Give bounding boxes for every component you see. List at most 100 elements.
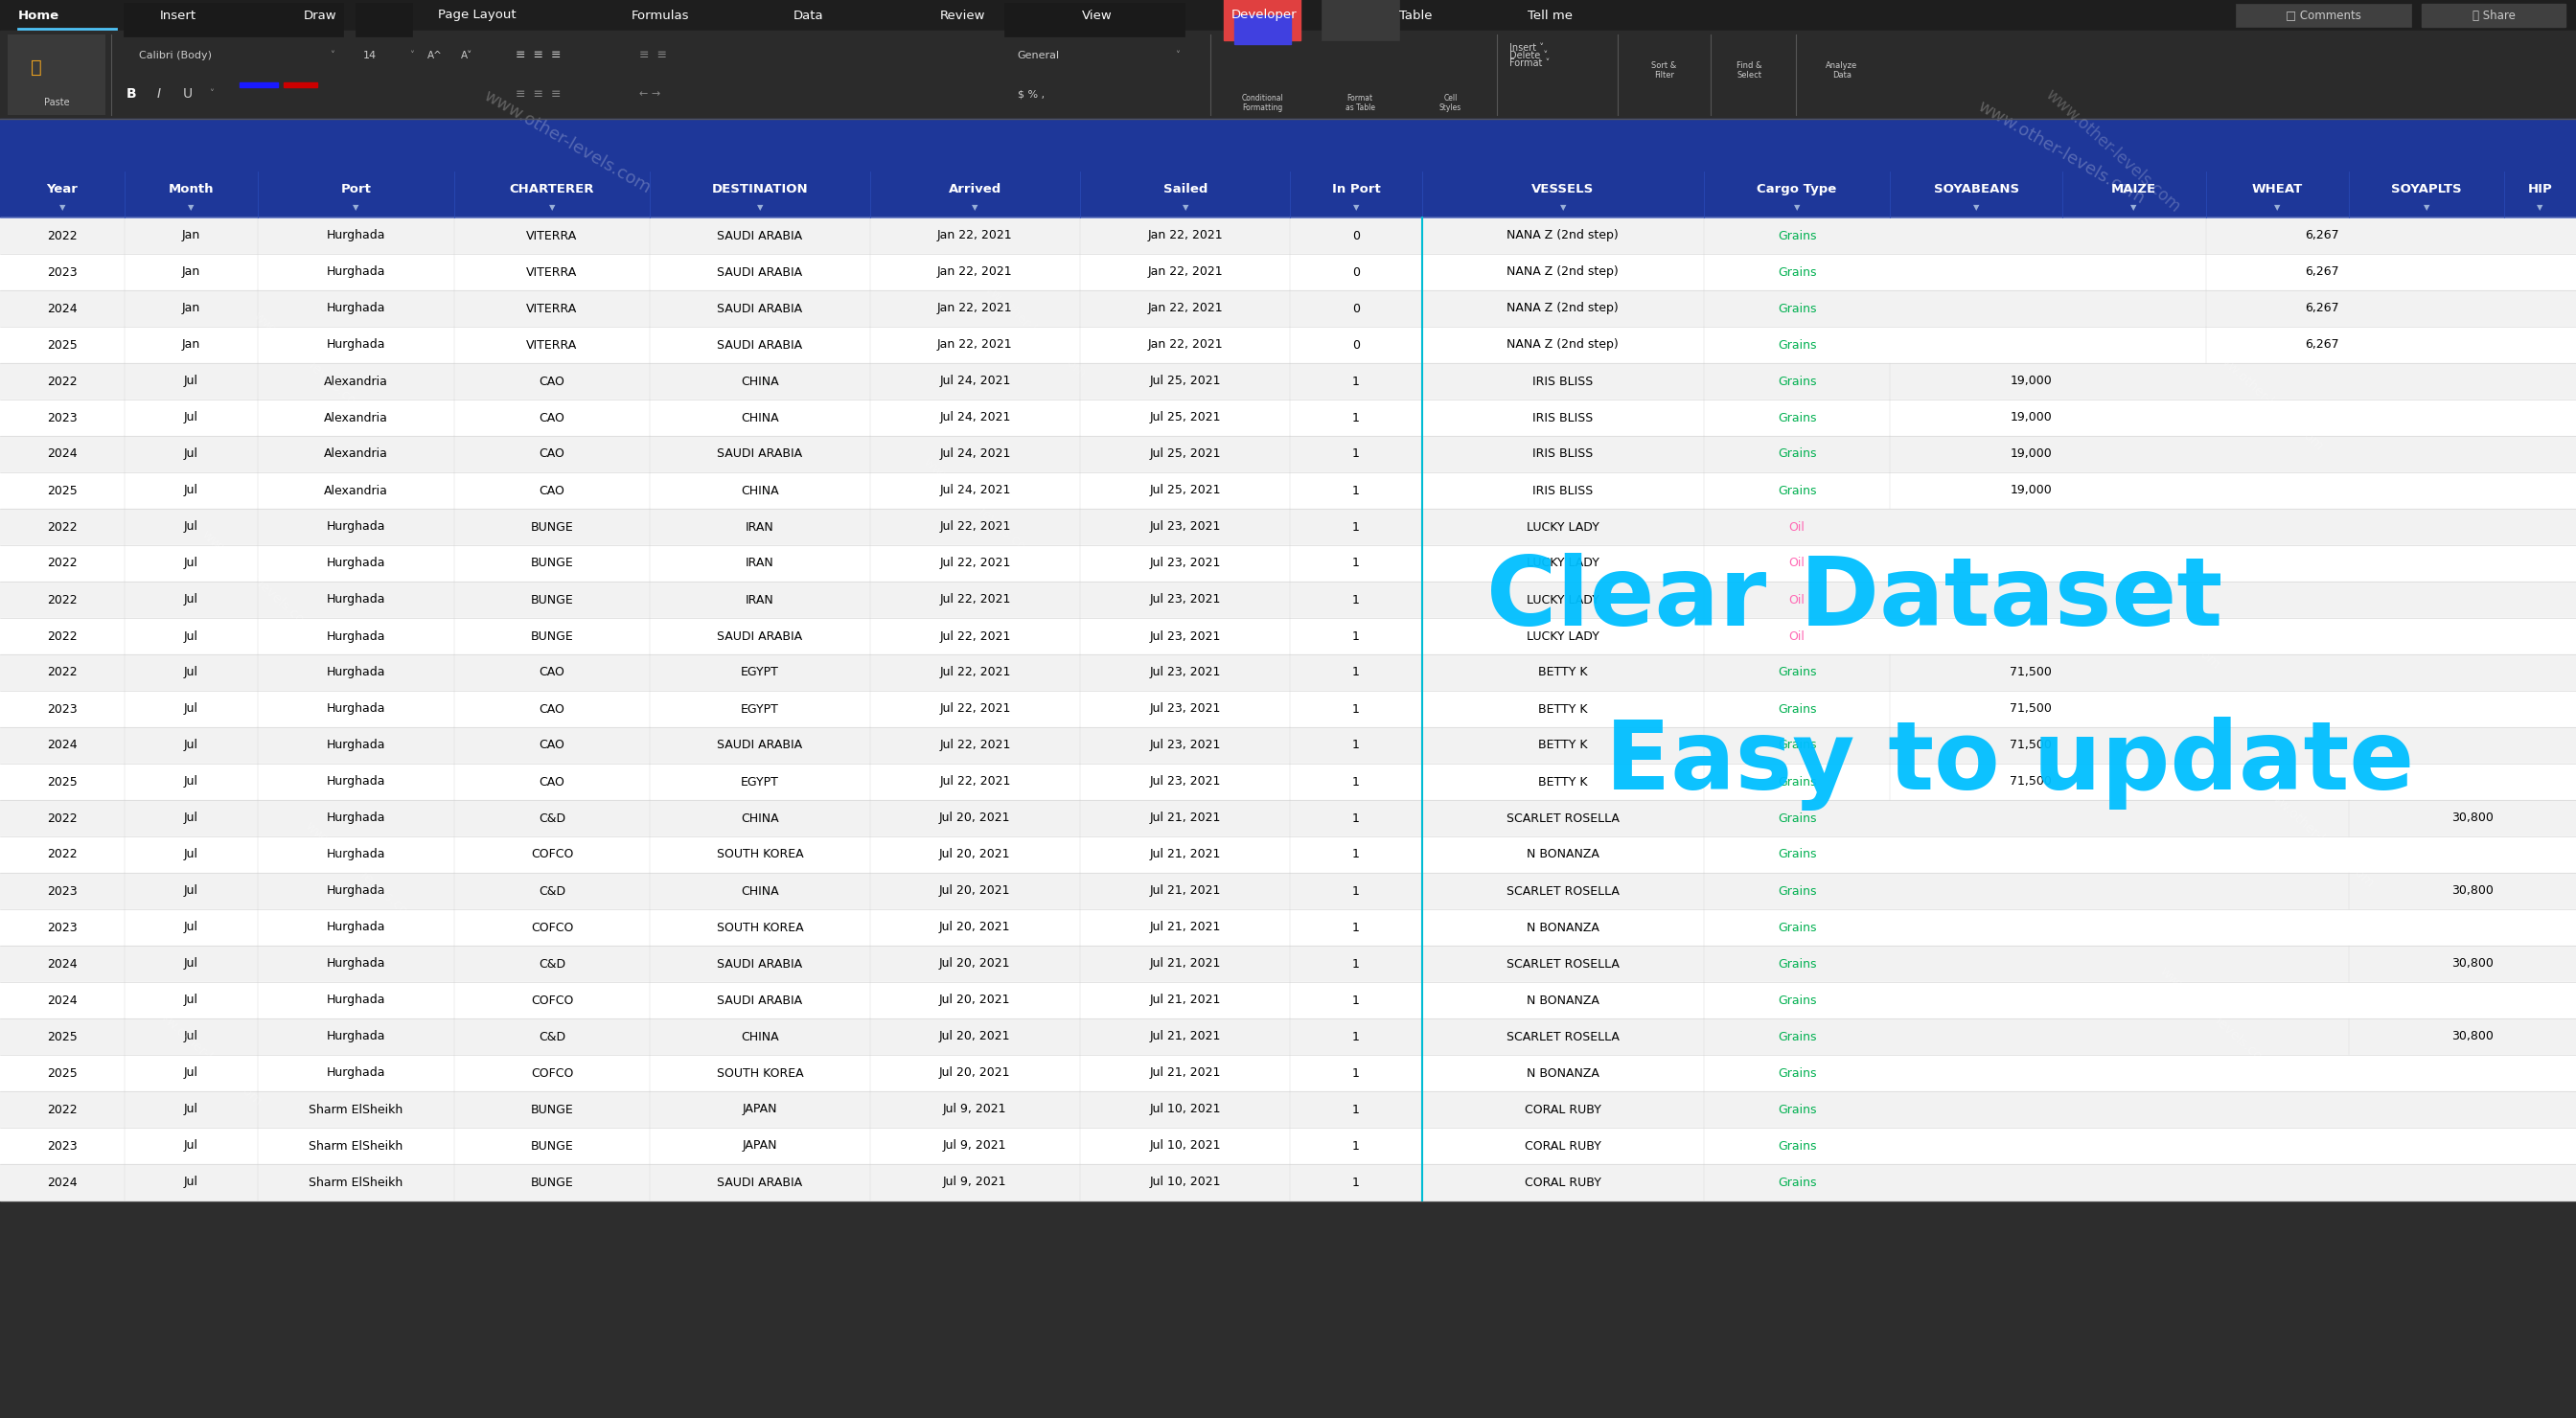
Text: Jul 9, 2021: Jul 9, 2021 <box>943 1176 1007 1188</box>
Text: Formulas: Formulas <box>631 9 690 21</box>
Text: ▼: ▼ <box>2275 203 2280 211</box>
Text: Jul 24, 2021: Jul 24, 2021 <box>940 448 1010 461</box>
Text: www.other-levels.com: www.other-levels.com <box>301 820 420 927</box>
Text: 2025: 2025 <box>46 1066 77 1079</box>
Bar <box>0 1018 2576 1055</box>
Text: Jan 22, 2021: Jan 22, 2021 <box>1146 339 1224 352</box>
Text: ˅: ˅ <box>209 89 214 99</box>
Text: Jul: Jul <box>183 739 198 752</box>
Text: Draw: Draw <box>304 9 337 21</box>
Text: www.other-levels.com: www.other-levels.com <box>971 272 1090 380</box>
Text: Developer: Developer <box>1231 9 1298 21</box>
Text: VESSELS: VESSELS <box>1533 183 1595 196</box>
Text: N BONANZA: N BONANZA <box>1528 848 1600 861</box>
Text: Jul: Jul <box>183 594 198 605</box>
Text: JAPAN: JAPAN <box>742 1140 778 1151</box>
Text: Tell me: Tell me <box>1528 9 1571 21</box>
Text: www.other-levels.com: www.other-levels.com <box>1973 98 2148 208</box>
Text: Jul 23, 2021: Jul 23, 2021 <box>1149 520 1221 533</box>
Text: ▼: ▼ <box>757 203 762 211</box>
Text: Hurghada: Hurghada <box>327 776 386 788</box>
Text: 2025: 2025 <box>46 776 77 788</box>
Text: Hurghada: Hurghada <box>327 922 386 933</box>
Text: Jul 21, 2021: Jul 21, 2021 <box>1149 885 1221 898</box>
Text: Year: Year <box>46 183 77 196</box>
Bar <box>1005 3 1185 37</box>
Text: Jul: Jul <box>183 957 198 970</box>
Text: Grains: Grains <box>1777 813 1816 824</box>
Text: ▼: ▼ <box>1352 203 1360 211</box>
Text: 1: 1 <box>1352 813 1360 824</box>
Text: CHINA: CHINA <box>742 813 778 824</box>
Text: VITERRA: VITERRA <box>526 339 577 352</box>
Text: ▼: ▼ <box>549 203 554 211</box>
Text: BUNGE: BUNGE <box>531 1176 574 1188</box>
Text: ▼: ▼ <box>1182 203 1188 211</box>
Text: Jan: Jan <box>183 230 201 242</box>
Text: 1: 1 <box>1352 520 1360 533</box>
Text: COFCO: COFCO <box>531 994 574 1007</box>
Text: SOUTH KOREA: SOUTH KOREA <box>716 1066 804 1079</box>
Text: BUNGE: BUNGE <box>531 557 574 570</box>
Bar <box>0 764 2576 800</box>
Text: Jul: Jul <box>183 485 198 496</box>
Text: www.other-levels.com: www.other-levels.com <box>2040 85 2184 216</box>
Bar <box>0 172 2576 217</box>
Text: 1: 1 <box>1352 922 1360 933</box>
Text: Port: Port <box>340 183 371 196</box>
Text: IRIS BLISS: IRIS BLISS <box>1533 485 1592 496</box>
Text: Jan: Jan <box>183 267 201 278</box>
Bar <box>240 82 278 88</box>
Text: 2024: 2024 <box>46 739 77 752</box>
Text: Jul: Jul <box>183 376 198 387</box>
Bar <box>0 291 2576 326</box>
Text: U: U <box>183 88 193 101</box>
Text: General: General <box>1018 51 1059 60</box>
Text: ≡  ≡: ≡ ≡ <box>639 50 667 61</box>
Text: www.other-levels.com: www.other-levels.com <box>2156 964 2275 1072</box>
Text: C&D: C&D <box>538 885 567 898</box>
Text: Jul 21, 2021: Jul 21, 2021 <box>1149 813 1221 824</box>
Text: 2025: 2025 <box>46 339 77 352</box>
Text: Jul 20, 2021: Jul 20, 2021 <box>940 922 1010 933</box>
Text: CAO: CAO <box>538 485 564 496</box>
Text: Jul 22, 2021: Jul 22, 2021 <box>940 520 1010 533</box>
Text: Jan 22, 2021: Jan 22, 2021 <box>938 339 1012 352</box>
Text: Jul: Jul <box>183 813 198 824</box>
Text: HIP: HIP <box>2527 183 2553 196</box>
Text: SAUDI ARABIA: SAUDI ARABIA <box>716 267 804 278</box>
Text: ≡  ≡  ≡: ≡ ≡ ≡ <box>515 50 562 61</box>
Text: Table: Table <box>1399 9 1432 21</box>
Text: Grains: Grains <box>1777 485 1816 496</box>
Text: 0: 0 <box>1352 339 1360 352</box>
Bar <box>283 82 317 88</box>
Text: LUCKY LADY: LUCKY LADY <box>1528 557 1600 570</box>
Bar <box>0 472 2576 509</box>
Text: ▼: ▼ <box>188 203 193 211</box>
Text: ▼: ▼ <box>353 203 358 211</box>
Text: 1: 1 <box>1352 848 1360 861</box>
Text: Grains: Grains <box>1777 411 1816 424</box>
Text: NANA Z (2nd step): NANA Z (2nd step) <box>1507 302 1618 315</box>
Text: Cargo Type: Cargo Type <box>1757 183 1837 196</box>
Text: Jul 22, 2021: Jul 22, 2021 <box>940 776 1010 788</box>
Text: Jul: Jul <box>183 922 198 933</box>
Text: Sharm ElSheikh: Sharm ElSheikh <box>309 1176 402 1188</box>
Text: ▼: ▼ <box>2130 203 2138 211</box>
Text: Jul 21, 2021: Jul 21, 2021 <box>1149 957 1221 970</box>
Text: NANA Z (2nd step): NANA Z (2nd step) <box>1507 339 1618 352</box>
Text: 30,800: 30,800 <box>2452 885 2494 898</box>
Text: Jul 20, 2021: Jul 20, 2021 <box>940 848 1010 861</box>
Text: Jul: Jul <box>183 1140 198 1151</box>
Text: Jul: Jul <box>183 666 198 679</box>
Text: Sharm ElSheikh: Sharm ElSheikh <box>309 1140 402 1151</box>
Text: WHEAT: WHEAT <box>2251 183 2303 196</box>
Text: 2023: 2023 <box>46 922 77 933</box>
Text: Jan 22, 2021: Jan 22, 2021 <box>938 267 1012 278</box>
Text: 2024: 2024 <box>46 1176 77 1188</box>
Text: COFCO: COFCO <box>531 848 574 861</box>
Text: Hurghada: Hurghada <box>327 339 386 352</box>
Text: Grains: Grains <box>1777 1140 1816 1151</box>
Text: 📋: 📋 <box>31 58 41 77</box>
Text: ≡  ≡  ≡: ≡ ≡ ≡ <box>515 88 562 101</box>
